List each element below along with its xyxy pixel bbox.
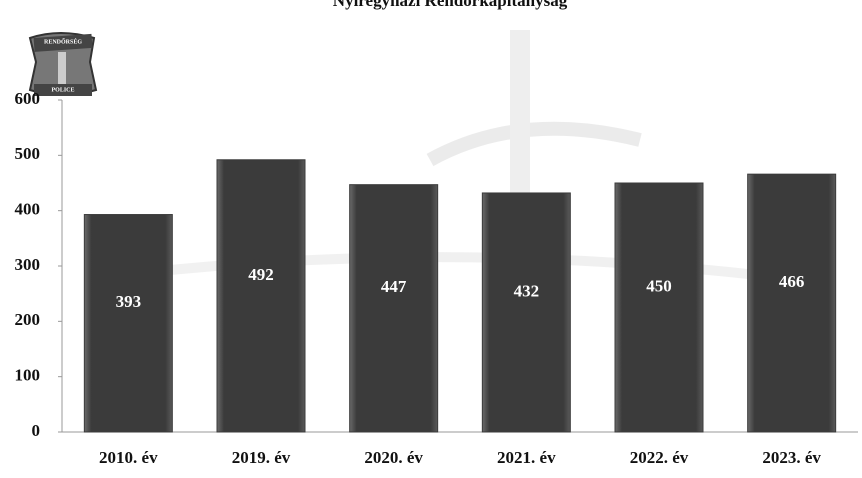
value-label: 466: [779, 272, 805, 291]
logo-bottom-text: POLICE: [51, 87, 74, 93]
value-label: 492: [248, 265, 274, 284]
x-tick-label: 2021. év: [497, 448, 556, 467]
bar: [481, 192, 571, 433]
y-tick-label: 300: [15, 255, 41, 274]
y-tick-label: 0: [32, 421, 41, 440]
bar: [614, 182, 704, 433]
x-tick-label: 2010. év: [99, 448, 158, 467]
y-tick-label: 400: [15, 200, 41, 219]
logo-top-text: RENDŐRSÉG: [44, 37, 82, 45]
bar: [83, 214, 173, 433]
bar: [349, 184, 439, 433]
chart-title: Nyíregyházi Rendőrkapitányság: [333, 0, 568, 10]
x-tick-label: 2022. év: [630, 448, 689, 467]
y-tick-label: 100: [15, 366, 41, 385]
logo: RENDŐRSÉG POLICE: [28, 32, 98, 96]
bar: [747, 173, 837, 433]
x-tick-label: 2023. év: [762, 448, 821, 467]
value-label: 393: [116, 292, 142, 311]
y-tick-label: 600: [15, 89, 41, 108]
value-label: 447: [381, 277, 407, 296]
value-label: 450: [646, 276, 672, 295]
x-tick-label: 2020. év: [364, 448, 423, 467]
value-label: 432: [514, 281, 540, 300]
y-tick-label: 200: [15, 310, 41, 329]
x-tick-label: 2019. év: [232, 448, 291, 467]
y-tick-label: 500: [15, 144, 41, 163]
bar: [216, 159, 306, 433]
